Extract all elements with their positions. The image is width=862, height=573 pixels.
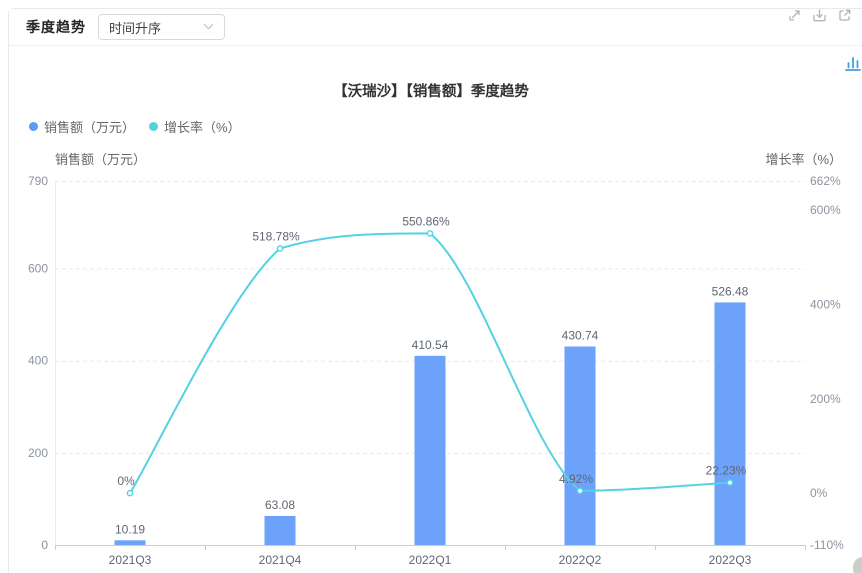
left-tick-label: 200 xyxy=(28,446,48,460)
scroll-corner-handle[interactable] xyxy=(853,557,862,573)
line-value-label: 4.92% xyxy=(559,472,593,486)
legend-dot xyxy=(149,122,159,131)
download-icon[interactable] xyxy=(812,8,827,23)
line-value-label: 0% xyxy=(117,474,135,488)
line-point-2022Q3[interactable] xyxy=(726,479,734,486)
legend-item-sales[interactable]: 销售额（万元） xyxy=(29,117,135,136)
right-tick-label: 600% xyxy=(810,203,841,217)
right-tick-label: 662% xyxy=(810,174,841,188)
legend-label: 增长率（%） xyxy=(164,120,241,135)
chart-legend: 销售额（万元） 增长率（%） xyxy=(29,117,241,136)
left-tick-label: 600 xyxy=(28,262,48,276)
open-external-icon[interactable] xyxy=(837,8,852,23)
legend-item-growth[interactable]: 增长率（%） xyxy=(149,117,241,136)
bar-value-label: 430.74 xyxy=(562,329,599,343)
left-axis-title: 销售额（万元） xyxy=(55,152,147,167)
line-value-label: 518.78% xyxy=(252,230,300,244)
header-actions xyxy=(787,8,862,28)
sort-dropdown[interactable]: 时间升序 xyxy=(98,14,225,40)
left-tick-label: 0 xyxy=(41,538,48,552)
legend-dot xyxy=(29,122,38,131)
left-tick-label: 790 xyxy=(28,174,48,188)
legend-label: 销售额（万元） xyxy=(44,120,136,135)
line-value-label: 22.23% xyxy=(706,464,747,478)
bar-2022Q1[interactable] xyxy=(414,355,446,545)
widget-header: 季度趋势 时间升序 xyxy=(9,9,862,46)
category-label: 2022Q1 xyxy=(409,553,452,567)
chevron-down-icon xyxy=(203,18,214,36)
right-tick-label: -110% xyxy=(810,538,844,552)
category-label: 2021Q3 xyxy=(109,553,152,567)
bar-value-label: 10.19 xyxy=(115,522,145,536)
sort-dropdown-value: 时间升序 xyxy=(109,20,162,36)
bar-value-label: 63.08 xyxy=(265,498,295,512)
line-point-2022Q2[interactable] xyxy=(576,487,584,495)
category-label: 2022Q3 xyxy=(709,553,752,567)
line-point-2021Q3[interactable] xyxy=(126,489,134,497)
bar-value-label: 410.54 xyxy=(412,338,449,352)
bar-2022Q3[interactable] xyxy=(714,302,746,545)
right-tick-label: 400% xyxy=(810,298,841,312)
bar-2022Q2[interactable] xyxy=(564,346,596,545)
right-axis-title: 增长率（%） xyxy=(765,152,842,167)
bar-2021Q3[interactable] xyxy=(114,540,146,545)
right-tick-label: 0% xyxy=(810,486,828,500)
widget-title: 季度趋势 xyxy=(26,19,86,35)
left-tick-label: 400 xyxy=(28,354,48,368)
line-point-2022Q1[interactable] xyxy=(426,230,434,237)
category-label: 2022Q2 xyxy=(559,553,602,567)
right-tick-label: 200% xyxy=(810,392,841,406)
fullscreen-icon[interactable] xyxy=(787,8,802,23)
chart-title: 【沃瑞沙】【销售额】季度趋势 xyxy=(333,84,529,100)
bar-2021Q4[interactable] xyxy=(264,515,296,545)
category-label: 2021Q4 xyxy=(259,553,302,567)
bar-value-label: 526.48 xyxy=(712,284,749,298)
line-value-label: 550.86% xyxy=(402,214,450,228)
line-point-2021Q4[interactable] xyxy=(276,245,284,252)
chart-type-bar-icon[interactable] xyxy=(844,54,862,72)
